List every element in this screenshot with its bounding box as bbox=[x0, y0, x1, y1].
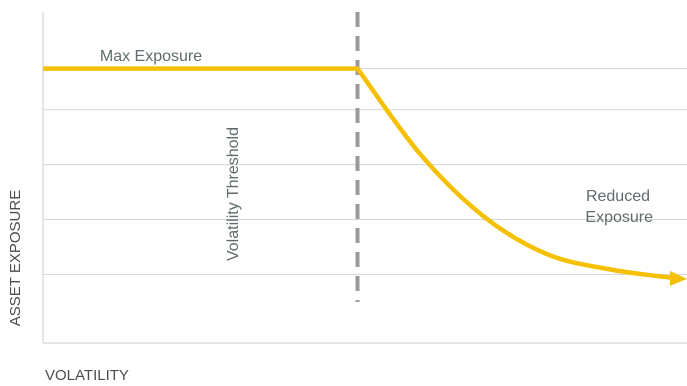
y-axis-title: ASSET EXPOSURE bbox=[7, 190, 24, 326]
curve-arrowhead bbox=[670, 270, 687, 286]
grid-lines bbox=[43, 68, 687, 275]
reduced-exposure-label-line2: Exposure bbox=[585, 209, 653, 226]
threshold-label: Volatility Threshold bbox=[225, 127, 242, 261]
x-axis-title: VOLATILITY bbox=[45, 367, 129, 384]
exposure-curve bbox=[43, 66, 673, 281]
max-exposure-label: Max Exposure bbox=[100, 48, 202, 65]
reduced-exposure-label-line1: Reduced bbox=[586, 188, 650, 205]
